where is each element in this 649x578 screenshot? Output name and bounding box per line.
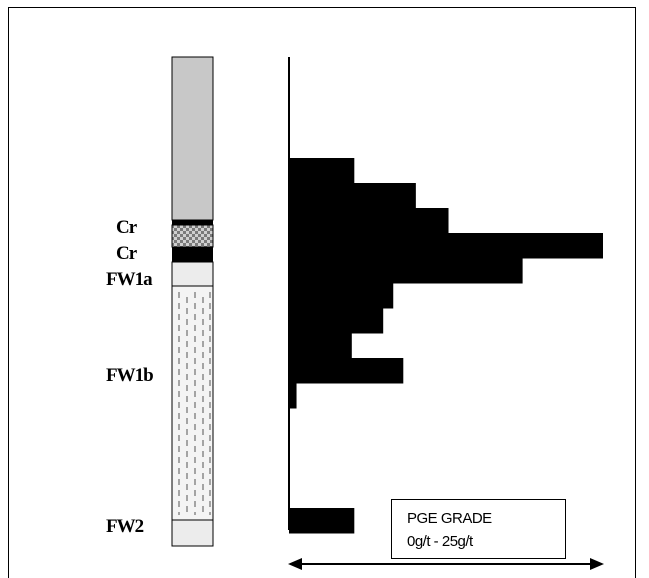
label-cr-lower: Cr (116, 243, 137, 264)
grade-bar (289, 358, 404, 384)
label-fw1a: FW1a (106, 269, 153, 290)
fw1a-unit (171, 261, 214, 287)
upper-unit (171, 56, 214, 221)
chromitite-lower-band (172, 247, 213, 262)
mottled-unit (171, 224, 214, 248)
grade-bar (289, 308, 384, 334)
grade-bar (289, 158, 355, 184)
label-cr-upper: Cr (116, 217, 137, 238)
grade-bar (289, 183, 416, 209)
grade-bar (289, 508, 355, 534)
grade-bars (289, 158, 603, 534)
stratigraphic-column (171, 56, 214, 547)
figure-frame (8, 7, 636, 578)
label-fw1b: FW1b (106, 365, 154, 386)
grade-bar (289, 208, 449, 234)
grade-bar (289, 383, 297, 409)
grade-bar (289, 333, 352, 359)
label-fw2: FW2 (106, 516, 144, 537)
arrow-left-icon (288, 558, 302, 570)
fw1b-dash-pattern (178, 292, 211, 515)
grade-range-arrow (288, 558, 604, 570)
legend-range: 0g/t - 25g/t (407, 533, 473, 550)
pge-grade-legend: PGE GRADE 0g/t - 25g/t (391, 499, 566, 559)
fw1b-unit (171, 285, 214, 521)
grade-bar (289, 233, 603, 259)
chromitite-upper-band (172, 220, 213, 225)
grade-bar (289, 258, 523, 284)
arrow-right-icon (590, 558, 604, 570)
fw2-unit (171, 519, 214, 547)
legend-title: PGE GRADE (407, 510, 492, 527)
grade-bar (289, 283, 394, 309)
